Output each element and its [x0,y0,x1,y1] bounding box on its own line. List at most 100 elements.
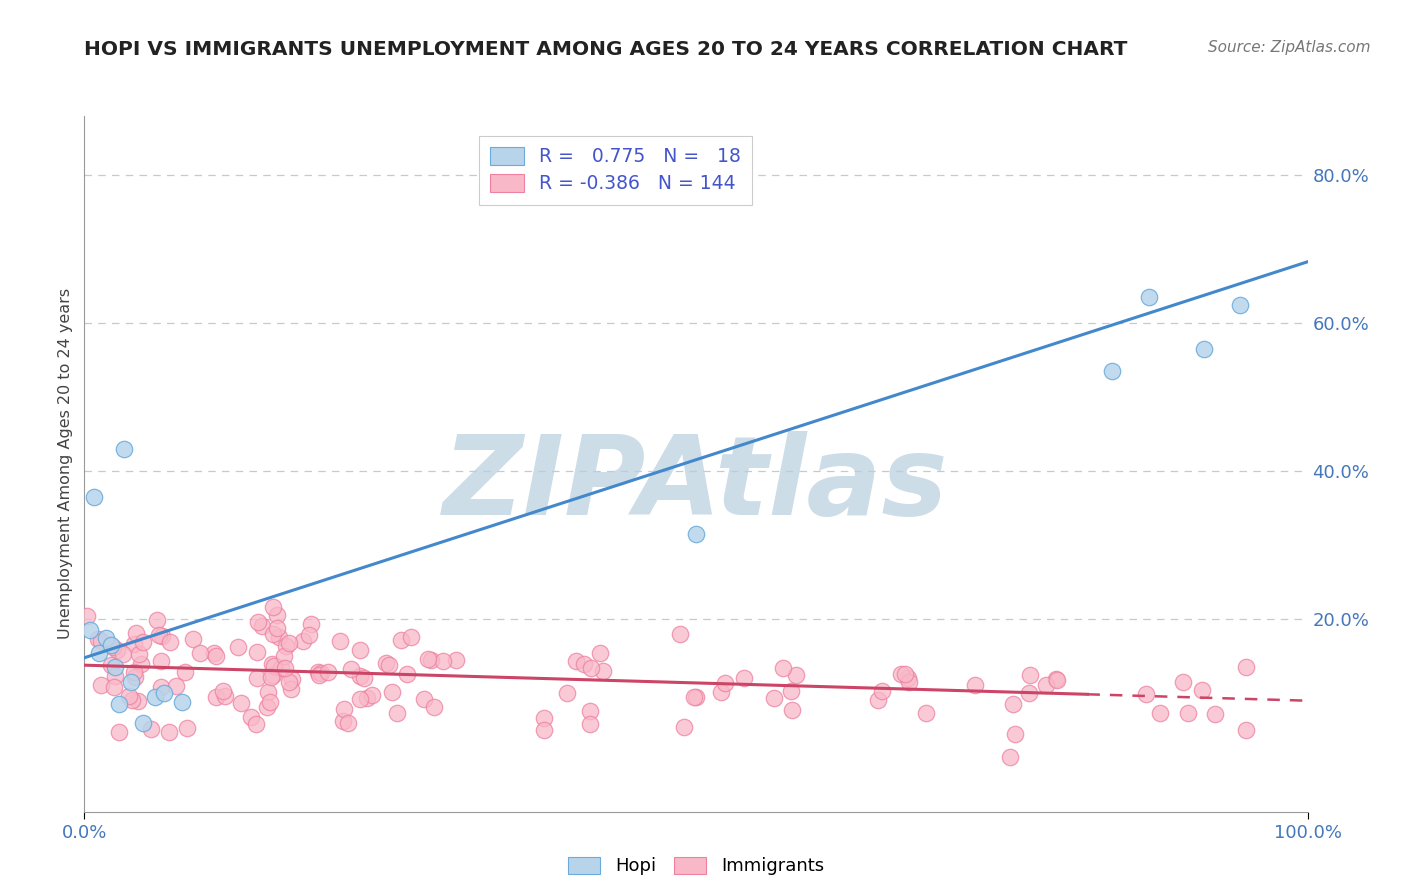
Text: HOPI VS IMMIGRANTS UNEMPLOYMENT AMONG AGES 20 TO 24 YEARS CORRELATION CHART: HOPI VS IMMIGRANTS UNEMPLOYMENT AMONG AG… [84,40,1128,59]
Point [565,654,588,668]
Point [266,607,288,622]
Point [76,609,98,624]
Point [143,690,166,704]
Point [150,629,173,643]
Point [188,646,211,660]
Point [893,666,915,681]
Point [396,667,419,681]
Point [128,647,150,661]
Point [336,715,359,730]
Point [132,715,155,730]
Point [374,657,396,671]
Point [1234,660,1257,674]
Point [1177,706,1199,720]
Point [274,661,297,675]
Point [685,527,707,541]
Point [779,684,801,698]
Point [129,657,152,672]
Point [107,725,129,739]
Point [381,685,404,699]
Point [86,632,108,647]
Point [245,717,267,731]
Point [1135,687,1157,701]
Point [353,671,375,685]
Point [555,686,578,700]
Point [127,694,149,708]
Point [377,657,399,672]
Point [349,669,371,683]
Point [122,637,145,651]
Point [669,627,692,641]
Legend: Hopi, Immigrants: Hopi, Immigrants [561,849,831,883]
Point [87,646,110,660]
Point [202,646,225,660]
Point [79,624,101,638]
Point [104,660,127,674]
Point [214,689,236,703]
Point [273,648,295,663]
Point [270,661,292,675]
Point [1001,697,1024,711]
Point [172,695,194,709]
Point [278,675,301,690]
Point [1229,298,1251,312]
Point [963,678,986,692]
Point [1234,723,1257,737]
Point [307,665,329,680]
Point [1137,290,1160,304]
Point [399,630,422,644]
Point [780,703,803,717]
Point [890,667,912,681]
Point [121,692,143,706]
Point [263,658,285,673]
Point [204,649,226,664]
Point [111,647,134,661]
Point [280,681,302,696]
Point [1204,707,1226,722]
Point [1192,342,1215,356]
Point [1018,686,1040,700]
Point [96,631,118,645]
Point [211,683,233,698]
Point [332,714,354,728]
Text: Source: ZipAtlas.com: Source: ZipAtlas.com [1208,40,1371,55]
Point [1004,727,1026,741]
Point [673,720,696,734]
Point [157,725,180,739]
Point [124,670,146,684]
Point [533,710,555,724]
Point [870,684,893,698]
Point [146,613,169,627]
Point [149,654,172,668]
Point [276,639,298,653]
Point [579,716,602,731]
Point [316,665,339,680]
Point [277,636,299,650]
Point [298,628,321,642]
Point [103,681,125,695]
Point [423,699,446,714]
Point [159,635,181,649]
Point [432,655,454,669]
Point [413,691,436,706]
Point [240,710,263,724]
Point [685,690,707,704]
Point [125,625,148,640]
Point [299,617,322,632]
Point [262,599,284,614]
Point [120,675,142,690]
Point [165,680,187,694]
Point [122,665,145,679]
Point [256,700,278,714]
Point [90,678,112,692]
Point [579,705,602,719]
Point [588,646,610,660]
Point [733,671,755,685]
Point [262,627,284,641]
Point [260,657,283,671]
Point [245,645,267,659]
Point [252,619,274,633]
Point [103,669,125,683]
Text: ZIPAtlas: ZIPAtlas [443,431,949,538]
Point [762,691,785,706]
